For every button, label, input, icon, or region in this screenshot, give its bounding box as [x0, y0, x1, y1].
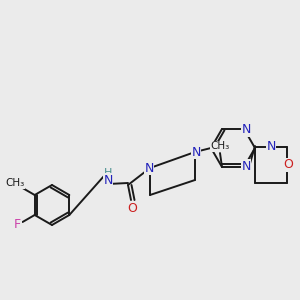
Text: CH₃: CH₃: [5, 178, 24, 188]
Text: N: N: [241, 123, 251, 136]
Text: N: N: [144, 161, 154, 175]
Text: N: N: [241, 160, 251, 172]
Text: N: N: [191, 146, 201, 158]
Text: CH₃: CH₃: [210, 141, 230, 151]
Text: H: H: [104, 168, 112, 178]
Text: N: N: [103, 173, 113, 187]
Text: N: N: [266, 140, 276, 152]
Text: F: F: [14, 218, 21, 232]
Text: O: O: [127, 202, 137, 214]
Text: O: O: [283, 158, 293, 172]
